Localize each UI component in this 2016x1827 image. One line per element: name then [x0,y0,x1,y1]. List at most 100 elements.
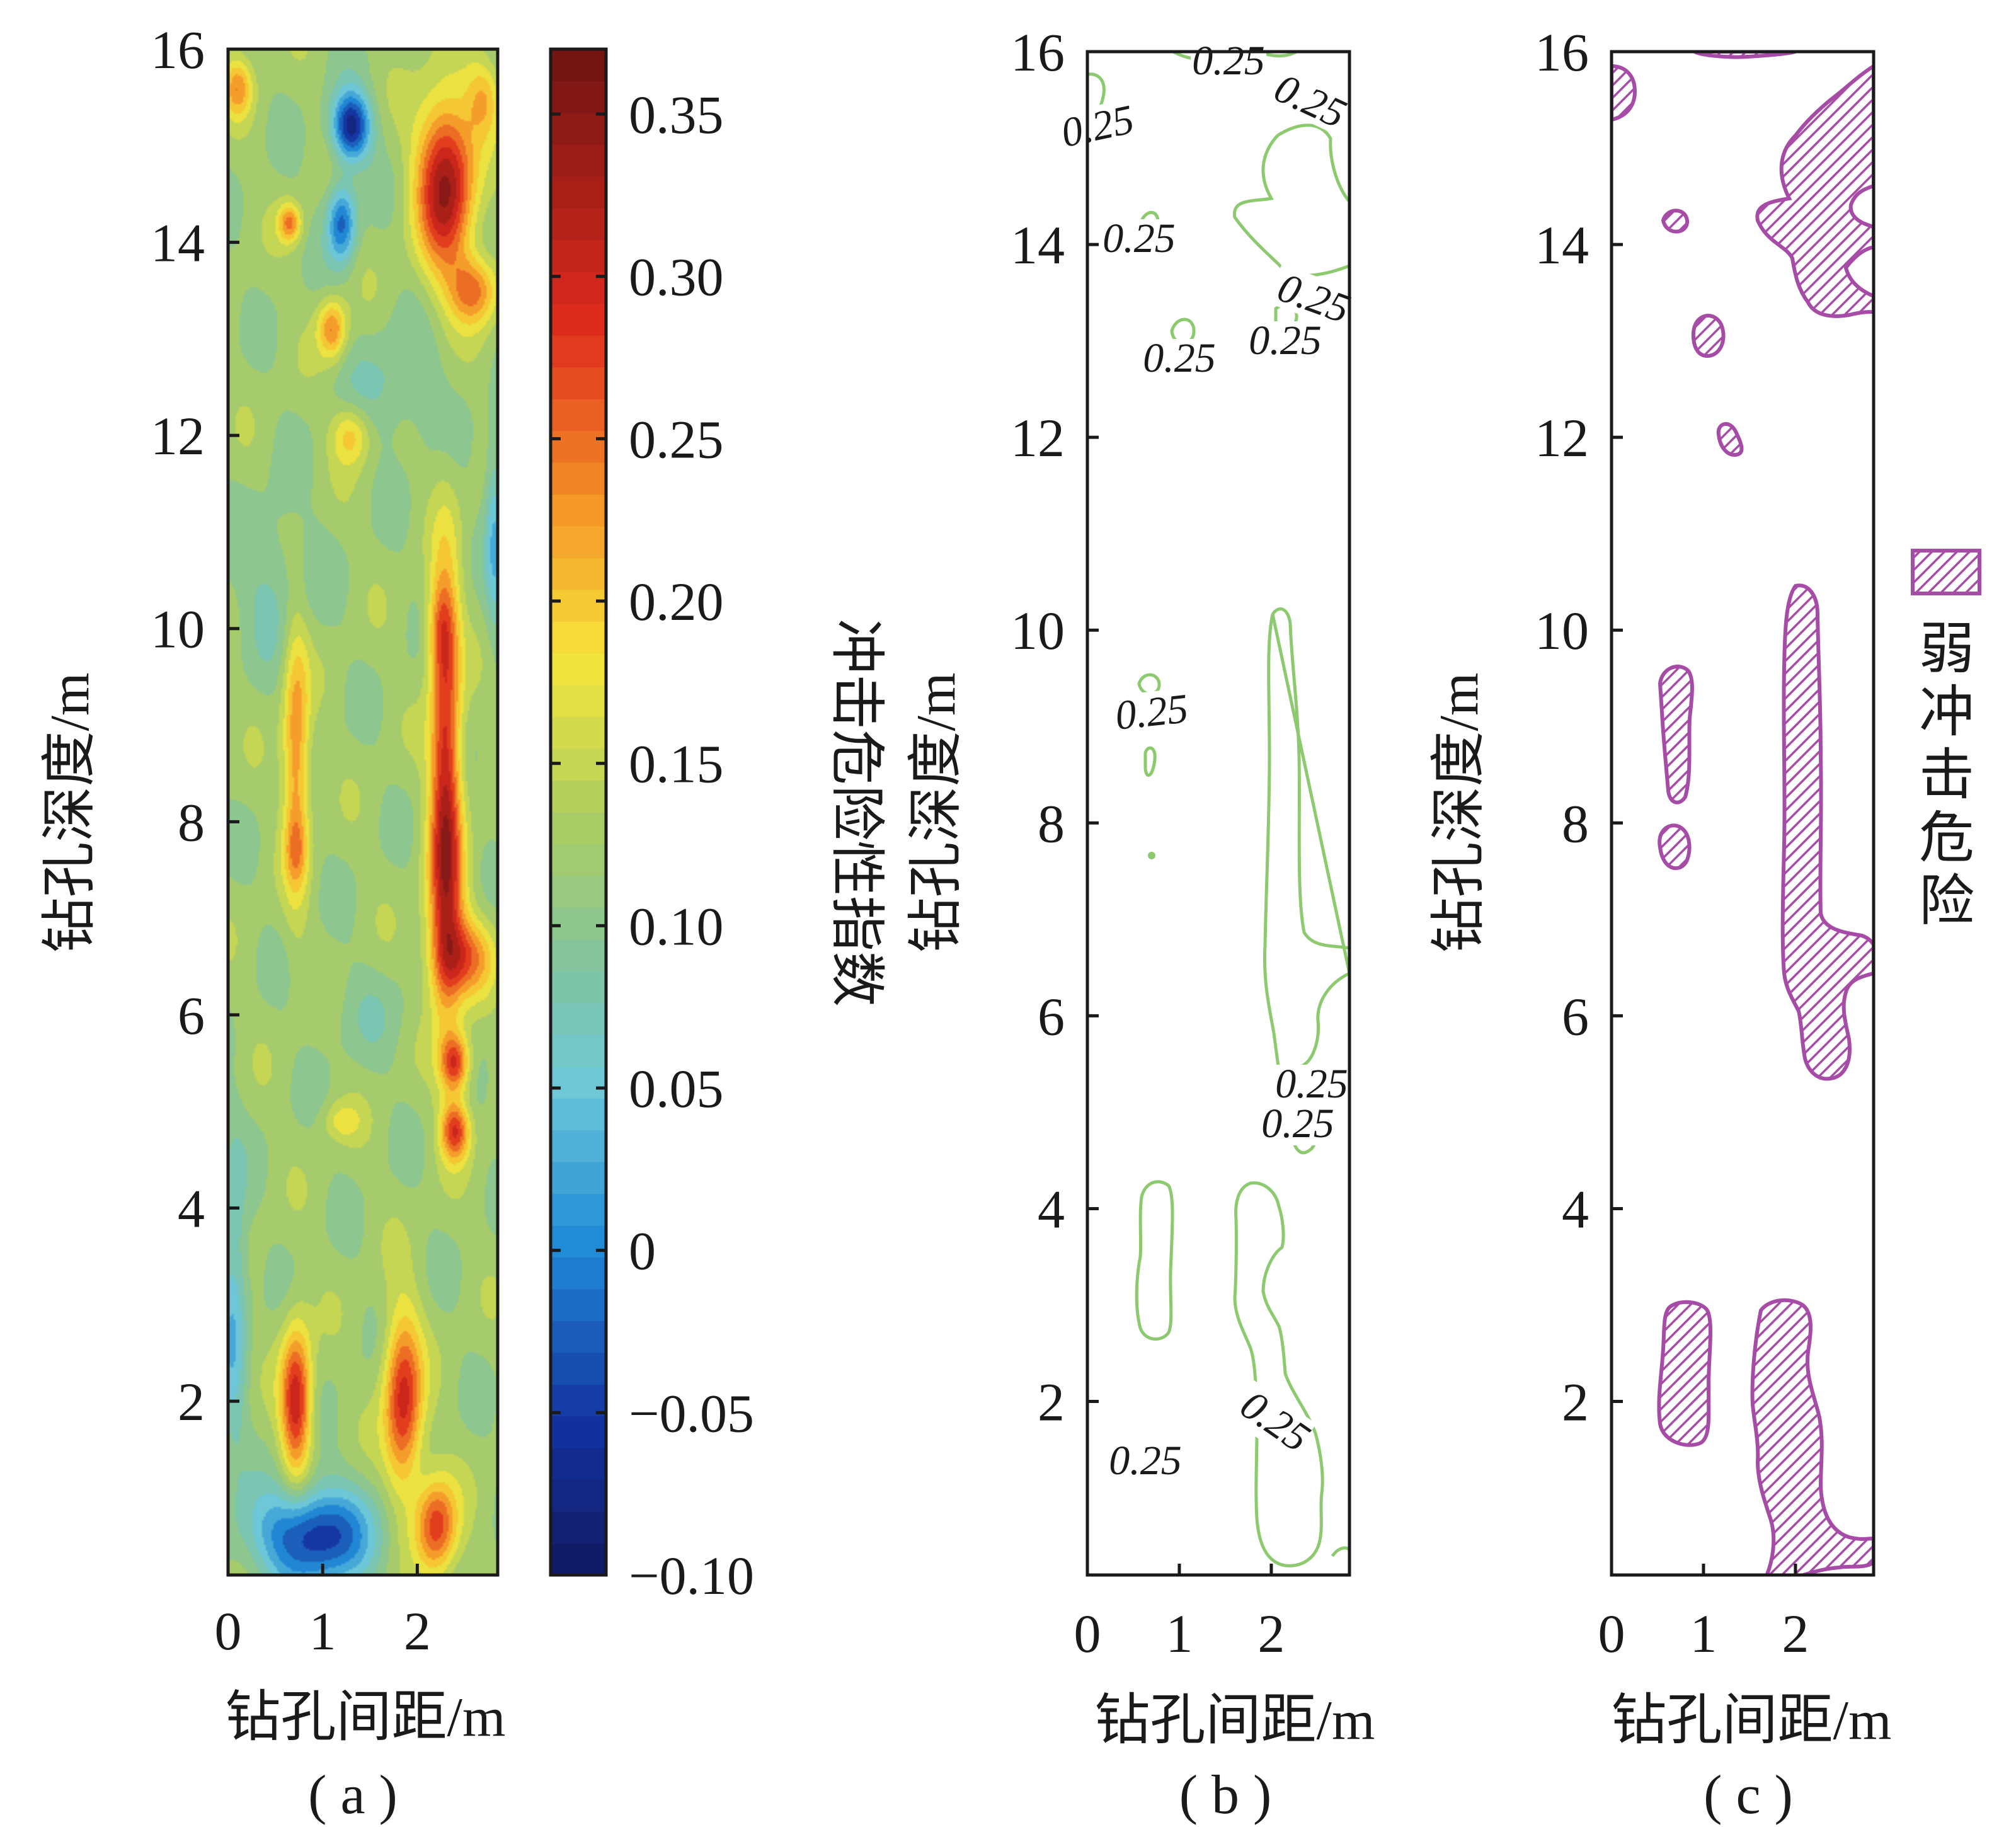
y-tick-label: 16 [151,20,205,80]
colorbar-band [551,780,606,813]
colorbar-band [551,208,606,241]
x-tick-label: 0 [1598,1603,1625,1664]
risk-region-c-spot-131 [1691,314,1726,358]
risk-region-c-bottom-left [1657,1300,1713,1447]
contour-line-b-top-right-2 [1276,123,1349,203]
colorbar-tick-label: −0.05 [629,1383,754,1443]
panel-a-ylabel: 钻孔深度/m [40,673,101,953]
colorbar-band [551,176,606,209]
colorbar-band [551,558,606,590]
y-tick-label: 8 [1562,793,1589,854]
panel-b-ylabel: 钻孔深度/m [906,673,967,953]
x-tick-label: 2 [1782,1603,1809,1664]
x-tick-label: 1 [309,1601,336,1661]
contour-label: 0.25 [1261,1101,1334,1147]
panel-b-xlabel: 钻孔间距/m [1095,1690,1375,1751]
legend-char: 危 [1919,808,1974,869]
panel-c-label: ( c ) [1704,1765,1793,1826]
panel-a-xlabel: 钻孔间距/m [226,1687,506,1748]
colorbar-band [551,971,606,1004]
y-tick-label: 12 [1011,408,1065,468]
colorbar-band [551,112,606,145]
y-tick-label: 2 [1562,1372,1589,1433]
colorbar-tick-label: 0.10 [629,896,724,956]
panel-c-ylabel: 钻孔深度/m [1429,673,1490,953]
legend-char: 冲 [1919,682,1974,743]
colorbar-ticks: −0.10 −0.05 0 0.05 0.10 0.15 0.20 0.25 0.30 0.35 [551,84,754,1606]
y-tick-label: 14 [1535,215,1589,275]
colorbar-band [551,1543,606,1576]
colorbar-band [551,1384,606,1417]
y-tick-label: 4 [178,1178,205,1239]
contour-line-b-spot-87 [1143,746,1157,777]
colorbar-band [551,812,606,845]
colorbar-band [551,1257,606,1290]
colorbar-band [551,1511,606,1544]
heatmap-image [228,49,498,1575]
panel-b: 0.25 0.25 0.25 0.25 0.25 0.25 0.25 0.25 … [906,22,1375,1826]
colorbar-band [551,239,606,272]
x-tick-label: 1 [1166,1603,1193,1664]
y-tick-label: 4 [1562,1179,1589,1239]
contour-label: 0.25 [1249,318,1322,364]
contour-line-b-dot-76 [1148,852,1155,859]
colorbar-band [551,621,606,654]
colorbar-band [551,716,606,749]
colorbar-band [551,1352,606,1385]
x-tick-label: 1 [1690,1603,1717,1664]
colorbar-band [551,875,606,908]
colorbar-tick-label: 0.35 [629,84,724,145]
contour-label: 0.25 [1113,685,1190,739]
x-tick-label: 0 [1074,1603,1101,1664]
colorbar-tick-label: −0.10 [629,1545,754,1606]
contour-label: 0.25 [1102,215,1176,261]
x-tick-label: 2 [404,1601,431,1661]
x-tick-label: 2 [1257,1603,1285,1664]
colorbar-band [551,494,606,527]
panel-c-xlabel: 钻孔间距/m [1612,1690,1892,1751]
y-tick-label: 12 [1535,408,1589,468]
colorbar-band [551,1225,606,1258]
colorbar-band [551,1130,606,1162]
colorbar-band [551,1066,606,1099]
y-tick-label: 14 [1011,215,1065,275]
y-tick-label: 10 [151,599,205,660]
colorbar-band [551,1193,606,1226]
contour-label: 0.25 [1109,1438,1182,1484]
legend-char: 险 [1919,871,1974,932]
colorbar-tick-label: 0.05 [629,1058,724,1119]
colorbar-band [551,1034,606,1067]
colorbar-band [551,653,606,685]
y-tick-label: 6 [1562,986,1589,1046]
colorbar-band [551,430,606,463]
colorbar-tick-label: 0.20 [629,571,724,632]
colorbar-band [551,525,606,558]
colorbar-band [551,939,606,971]
colorbar-band [551,303,606,336]
colorbar-band [551,1162,606,1194]
colorbar-band [551,81,606,113]
contour-line-b-bottom-right [1233,1181,1324,1567]
panel-a-label: ( a ) [308,1765,398,1826]
colorbar-band [551,589,606,622]
panel-a-frame [226,47,500,1577]
colorbar-band [551,1002,606,1035]
colorbar-band [551,685,606,718]
x-tick-label: 0 [215,1601,242,1661]
legend-char: 弱 [1919,619,1974,680]
y-tick-label: 2 [178,1372,205,1432]
risk-region-c-spot-142 [1661,209,1689,234]
colorbar-band [551,1479,606,1512]
legend-swatch [1911,549,1981,595]
y-tick-label: 14 [151,213,205,273]
colorbar-band [551,1098,606,1131]
contour-line-b-spot-94 [1137,673,1161,696]
colorbar-band [551,1448,606,1480]
contour-label: 0.25 [1143,335,1216,381]
risk-region-c-spot-77 [1658,823,1692,871]
colorbar-band [551,1416,606,1448]
colorbar-band [551,335,606,368]
